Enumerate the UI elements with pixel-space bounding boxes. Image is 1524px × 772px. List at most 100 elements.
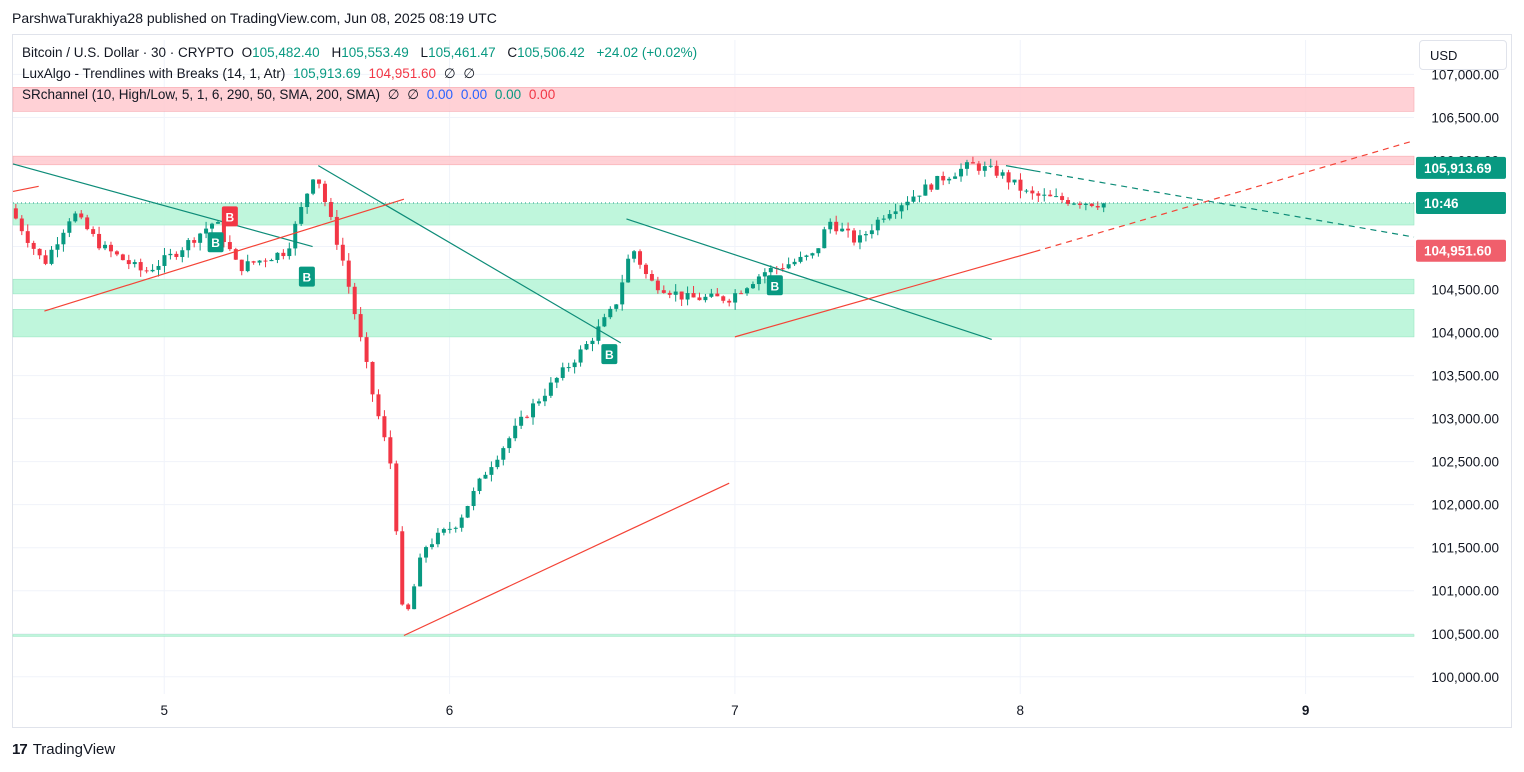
candle-body <box>602 317 607 327</box>
candle <box>982 161 987 177</box>
candle <box>495 455 500 470</box>
price-tag: 105,913.69 <box>1416 156 1506 179</box>
teal-trendline <box>1034 170 1415 238</box>
candle <box>43 250 48 266</box>
candle <box>525 415 530 419</box>
candle <box>459 514 464 532</box>
candle-body <box>287 248 292 257</box>
candle <box>477 477 482 495</box>
candle <box>275 252 280 264</box>
candle <box>103 241 108 251</box>
symbol-title[interactable]: Bitcoin / U.S. Dollar · 30 · CRYPTO <box>22 45 234 60</box>
price-tag-text: 105,913.69 <box>1424 161 1492 176</box>
candle-body <box>388 437 393 464</box>
candle <box>881 215 886 223</box>
candle-body <box>691 293 696 298</box>
candle <box>251 260 256 265</box>
candle <box>132 259 137 268</box>
candle-body <box>364 337 369 362</box>
teal-trendline <box>626 218 992 341</box>
candle-body <box>459 517 464 528</box>
candle <box>55 237 60 258</box>
candle-body <box>768 268 773 273</box>
tradingview-logo-icon[interactable]: 17 <box>12 741 28 758</box>
legend-ohlc: Bitcoin / U.S. Dollar · 30 · CRYPTO O105… <box>22 45 701 60</box>
candle-body <box>311 179 316 194</box>
candle <box>715 288 720 297</box>
tradingview-brand[interactable]: TradingView <box>32 741 116 758</box>
candle <box>929 183 934 192</box>
red-trendline <box>403 482 730 637</box>
candle <box>91 226 96 237</box>
candle-body <box>590 340 595 345</box>
candle <box>869 224 874 239</box>
candle-body <box>352 286 357 315</box>
candle <box>465 505 470 519</box>
candle <box>168 248 173 260</box>
candle <box>162 247 167 273</box>
candle <box>917 195 922 203</box>
candle <box>358 307 363 342</box>
candle-body <box>578 349 583 363</box>
low-label: L <box>420 45 429 60</box>
trendlines <box>12 140 1415 637</box>
candle-body <box>560 367 565 378</box>
candle <box>340 237 345 266</box>
chart-frame[interactable] <box>12 34 1512 728</box>
candle-body <box>489 467 494 475</box>
candle-body <box>85 217 90 230</box>
candle-body <box>905 201 910 206</box>
candle-body <box>970 162 975 164</box>
candle <box>685 286 690 306</box>
candle <box>976 160 981 175</box>
candle <box>31 240 36 255</box>
srchannel-indicator-name[interactable]: SRchannel (10, High/Low, 5, 1, 6, 290, 5… <box>22 87 380 102</box>
break-label-text: B <box>771 279 780 293</box>
grid <box>13 40 1414 694</box>
candle-body <box>138 262 143 271</box>
candle <box>614 303 619 312</box>
candle <box>911 190 916 203</box>
candle <box>697 292 702 301</box>
time-tick-label: 9 <box>1302 703 1310 718</box>
candle <box>905 196 910 211</box>
candle-body <box>382 416 387 438</box>
candle-body <box>281 252 286 257</box>
srchannel-value-1: ∅ <box>387 87 400 102</box>
candle-body <box>643 264 648 275</box>
candle-body <box>507 438 512 449</box>
candle <box>959 163 964 182</box>
candle <box>1030 186 1035 200</box>
candle-body <box>162 255 167 266</box>
candle-body <box>150 269 155 272</box>
candle-body <box>881 218 886 220</box>
candle-body <box>554 377 559 383</box>
candle <box>750 281 755 290</box>
candle-body <box>251 261 256 263</box>
candle <box>435 528 440 548</box>
candle-body <box>400 531 405 605</box>
candle <box>376 389 381 420</box>
luxalgo-indicator-name[interactable]: LuxAlgo - Trendlines with Breaks (14, 1,… <box>22 66 286 81</box>
candle <box>299 202 304 226</box>
candle-body <box>394 463 399 532</box>
candle <box>994 160 999 179</box>
candle-body <box>376 394 381 417</box>
candle <box>489 461 494 482</box>
candle <box>935 175 940 190</box>
candle-body <box>828 221 833 230</box>
candle-body <box>536 401 541 404</box>
support-zone <box>12 203 1415 226</box>
candle-body <box>911 196 916 202</box>
currency-button[interactable]: USD <box>1419 40 1507 70</box>
candle-body <box>756 276 761 285</box>
candle <box>667 290 672 299</box>
candle-body <box>257 260 262 263</box>
close-label: C <box>507 45 518 60</box>
candle <box>79 210 84 220</box>
candle-body <box>721 296 726 301</box>
candle <box>840 222 845 232</box>
break-label-box <box>298 266 315 287</box>
break-label-text: B <box>303 271 312 285</box>
